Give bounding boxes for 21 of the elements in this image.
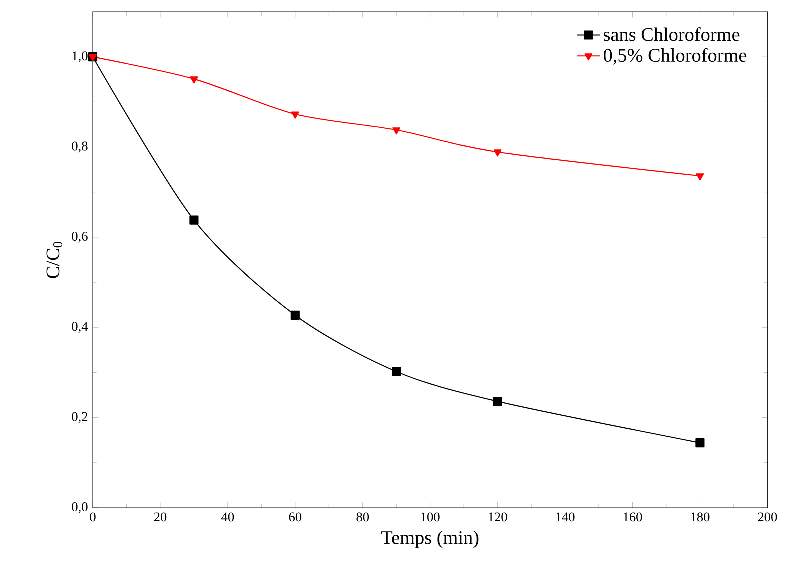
x-tick-label: 140 [556,512,575,522]
x-tick-label: 180 [691,512,710,522]
x-tick-label: 160 [624,512,642,522]
x-tick-label: 80 [356,512,370,522]
x-tick-label: 120 [488,512,508,522]
y-tick-label: 0,8 [72,142,88,153]
y-tick-label: 0,0 [72,502,88,514]
y-axis-title: C/C$_{0}$ [46,242,62,278]
y-tick-label: 0,2 [72,412,88,424]
x-tick-label: 100 [422,512,440,522]
y-tick-label: 0,6 [72,232,88,243]
y-tick-label: 1,0 [72,52,88,63]
x-tick-label: 200 [758,512,778,522]
x-tick-label: 20 [154,512,167,522]
x-axis-title: Temps (min) [382,530,479,548]
legend-label: 0,5% Chloroforme [604,48,747,65]
x-tick-label: 0 [90,512,96,522]
x-tick-label: 60 [289,512,302,522]
x-tick-label: 40 [222,512,234,522]
y-tick-label: 0,4 [72,322,88,334]
legend-label: sans Chloroforme [604,28,740,42]
